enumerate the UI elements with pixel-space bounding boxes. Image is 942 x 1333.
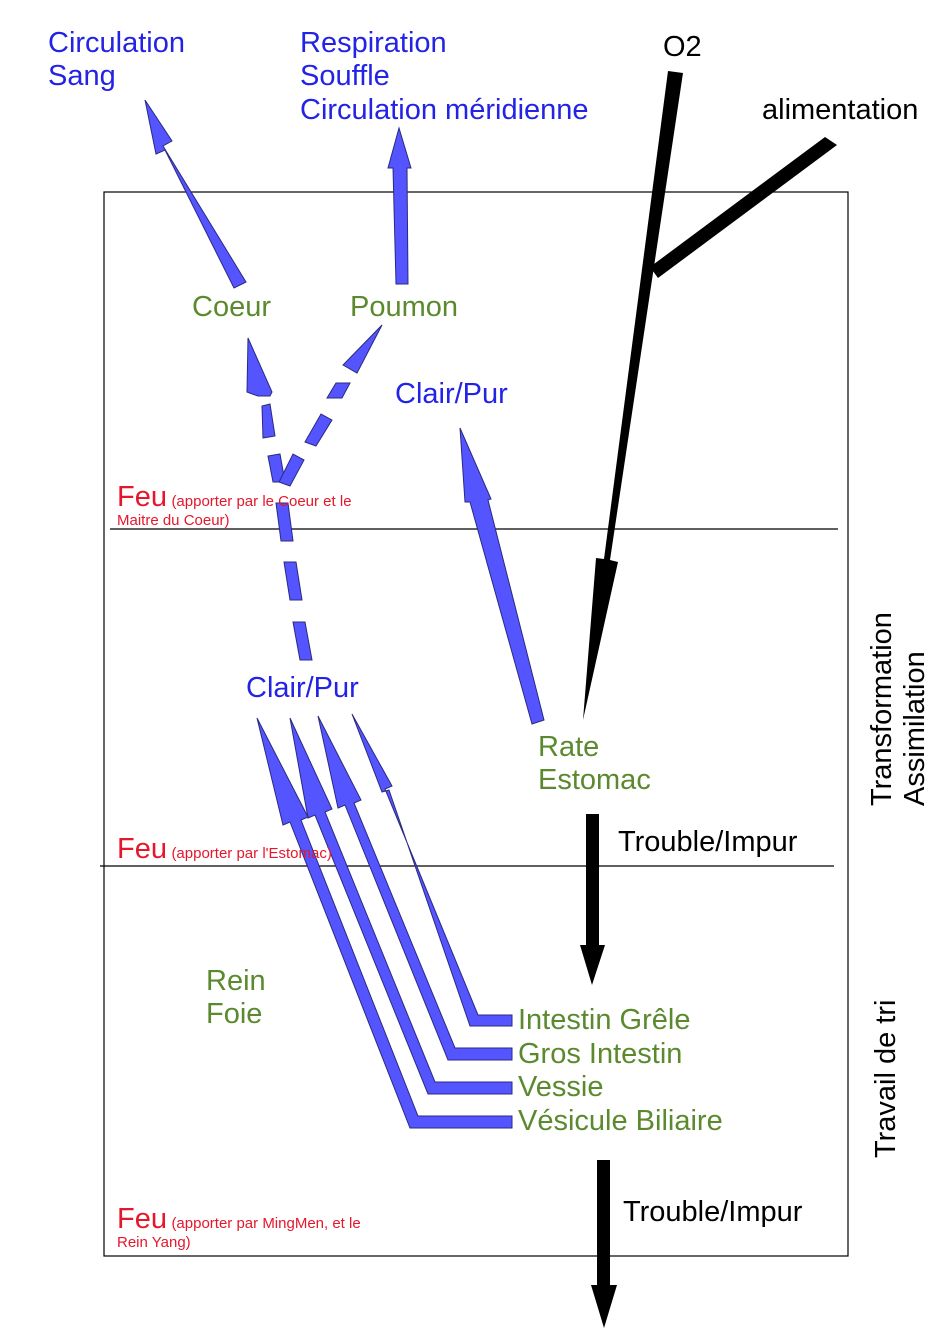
- label-alimentation: alimentation: [762, 94, 919, 126]
- arrow-gros-intestin: [317, 715, 513, 1061]
- arrow-intestin-grele: [351, 713, 513, 1027]
- feu-middle-title: Feu: [117, 833, 167, 865]
- label-rein: Rein: [206, 965, 266, 997]
- label-o2: O2: [663, 31, 702, 63]
- feu-lower-note-line1: (apporter par MingMen, et le: [171, 1215, 361, 1232]
- label-foie: Foie: [206, 998, 263, 1031]
- arrow-vessie: [289, 717, 513, 1095]
- label-intestin-grele: Intestin Grêle: [518, 1004, 691, 1036]
- feu-upper: Feu (apporter par le Coeur et le Maitre …: [117, 479, 352, 530]
- arrow-poumon-respiration: [387, 126, 412, 285]
- label-gros-intestin: Gros Intestin: [518, 1038, 683, 1070]
- arrow-coeur-circulation: [144, 99, 247, 289]
- label-circulation-line1: Circulation: [48, 27, 185, 59]
- side-label-transformation: Transformation Assimilation: [866, 612, 933, 806]
- side-label-transformation-line1: Transformation: [866, 612, 898, 806]
- label-trouble-lower: Trouble/Impur: [623, 1196, 803, 1228]
- label-circulation: Circulation Sang: [48, 27, 185, 94]
- dash-coeur-2: [261, 403, 276, 439]
- label-respiration-line1: Respiration: [300, 27, 447, 59]
- label-vesicule-biliaire: Vésicule Biliaire: [518, 1105, 723, 1137]
- label-respiration-line3: Circulation méridienne: [300, 93, 589, 126]
- side-label-tri: Travail de tri: [870, 999, 902, 1158]
- label-estomac: Estomac: [538, 764, 651, 797]
- feu-lower-title: Feu: [117, 1203, 167, 1235]
- arrow-rate-clairpur: [459, 427, 545, 725]
- outer-frame: [103, 191, 849, 1257]
- dash-poumon-head: [342, 324, 383, 374]
- arrow-vesicule: [256, 717, 513, 1129]
- dash-poumon-3: [326, 382, 351, 399]
- dash-poumon-2: [304, 413, 333, 447]
- label-rein-foie: Rein Foie: [206, 965, 266, 1032]
- dash-lower-2: [283, 561, 303, 601]
- dash-coeur-head: [246, 337, 273, 397]
- feu-lower-note-line2: Rein Yang): [117, 1233, 191, 1251]
- arrow-o2-down: [583, 71, 683, 720]
- label-trouble-upper: Trouble/Impur: [618, 826, 798, 858]
- feu-upper-note-line1: (apporter par le Coeur et le: [171, 493, 352, 510]
- feu-middle-note: (apporter par l'Estomac): [171, 845, 332, 862]
- dash-poumon-1: [278, 453, 305, 487]
- label-vessie: Vessie: [518, 1071, 604, 1103]
- arrow-trouble-lower: [591, 1160, 617, 1328]
- arrow-trouble-upper: [580, 814, 605, 985]
- arrow-alimentation-branch: [650, 137, 837, 278]
- dash-lower-3: [275, 502, 294, 542]
- dash-lower-1: [292, 621, 313, 661]
- label-rate: Rate: [538, 731, 600, 763]
- label-clair-pur-upper: Clair/Pur: [395, 378, 508, 410]
- feu-middle: Feu (apporter par l'Estomac): [117, 833, 332, 866]
- feu-upper-title: Feu: [117, 481, 167, 513]
- label-coeur: Coeur: [192, 291, 271, 323]
- label-rate-estomac: Rate Estomac: [538, 731, 651, 798]
- label-poumon: Poumon: [350, 291, 459, 323]
- label-circulation-line2: Sang: [48, 60, 116, 93]
- label-respiration: Respiration Souffle Circulation méridien…: [300, 27, 589, 127]
- side-label-transformation-line2: Assimilation: [899, 651, 932, 806]
- label-clair-pur-lower: Clair/Pur: [246, 672, 359, 704]
- feu-upper-note-line2: Maitre du Coeur): [117, 511, 230, 529]
- label-respiration-line2: Souffle: [300, 60, 390, 93]
- feu-lower: Feu (apporter par MingMen, et le Rein Ya…: [117, 1201, 361, 1252]
